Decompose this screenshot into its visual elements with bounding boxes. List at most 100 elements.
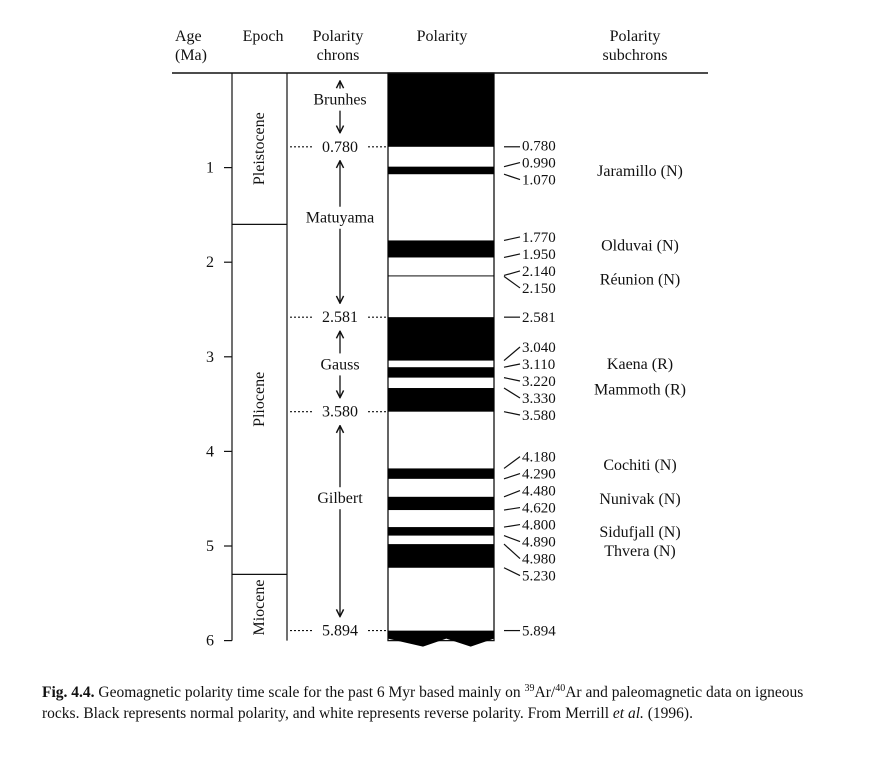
boundary-age-label: 4.290 bbox=[522, 467, 556, 483]
epoch-header: Epoch bbox=[232, 27, 294, 46]
boundary-age-label: 1.770 bbox=[522, 230, 556, 246]
boundary-tick bbox=[503, 567, 521, 577]
chrons-header-line2: chrons bbox=[316, 47, 360, 64]
chron-name-brunhes: Brunhes bbox=[313, 92, 366, 109]
subchron-name: Mammoth (R) bbox=[594, 382, 686, 399]
caption-superscript-39: 39 bbox=[524, 682, 535, 694]
age-tick-label: 5 bbox=[206, 538, 214, 555]
caption-text-1: Geomagnetic polarity time scale for the … bbox=[94, 684, 525, 701]
subchrons-header-line2: subchrons bbox=[602, 47, 668, 64]
normal-polarity-band bbox=[388, 544, 494, 568]
age-tick-label: 4 bbox=[206, 443, 214, 460]
polarity-header: Polarity bbox=[397, 27, 487, 46]
chrons-header-line1: Polarity bbox=[312, 28, 364, 45]
age-axis: 1 2 3 4 5 6 bbox=[206, 73, 233, 650]
subchron-name: Sidufjall (N) bbox=[599, 524, 680, 541]
figure-caption: Fig. 4.4. Geomagnetic polarity time scal… bbox=[42, 682, 842, 724]
boundary-age-label: 1.950 bbox=[522, 247, 556, 263]
chron-boundary-label: 2.581 bbox=[322, 309, 358, 326]
age-header: Age (Ma) bbox=[175, 27, 207, 65]
normal-polarity-band bbox=[388, 317, 494, 361]
caption-superscript-40: 40 bbox=[555, 682, 566, 694]
subchron-name: Olduvai (N) bbox=[601, 237, 679, 254]
normal-polarity-band bbox=[388, 73, 494, 147]
boundary-age-label: 0.780 bbox=[522, 139, 556, 155]
polarity-header-label: Polarity bbox=[416, 28, 468, 45]
boundary-tick bbox=[503, 270, 521, 277]
normal-polarity-band bbox=[388, 367, 494, 378]
boundary-tick bbox=[503, 456, 521, 469]
boundary-tick bbox=[503, 253, 521, 259]
chron-name-gilbert: Gilbert bbox=[317, 490, 363, 507]
normal-polarity-band bbox=[388, 166, 494, 175]
epoch-header-label: Epoch bbox=[242, 28, 284, 45]
chron-name-matuyama: Matuyama bbox=[306, 210, 374, 227]
boundary-age-label: 3.040 bbox=[522, 340, 556, 356]
normal-polarity-band bbox=[388, 527, 494, 536]
boundary-age-label: 0.990 bbox=[522, 156, 556, 172]
normal-polarity-band bbox=[388, 496, 494, 511]
polarity-diagram: 1 2 3 4 5 6 Pleistocene Pliocene Miocene 0.780 2… bbox=[172, 72, 708, 650]
boundary-tick bbox=[503, 473, 521, 480]
boundary-tick bbox=[503, 377, 521, 382]
boundary-age-label: 2.581 bbox=[522, 310, 556, 326]
boundary-age-label: 4.180 bbox=[522, 450, 556, 466]
boundary-tick bbox=[503, 275, 521, 289]
boundary-tick bbox=[503, 523, 521, 528]
boundary-tick bbox=[503, 387, 521, 399]
subchron-name: Kaena (R) bbox=[607, 356, 673, 373]
normal-polarity-band bbox=[388, 630, 494, 647]
epoch-label-miocene: Miocene bbox=[251, 579, 268, 635]
boundary-tick bbox=[503, 346, 521, 362]
chron-boundary-label: 5.894 bbox=[322, 623, 358, 640]
boundary-age-label: 4.620 bbox=[522, 501, 556, 517]
boundary-tick bbox=[503, 506, 521, 511]
chron-column: 0.780 2.581 3.580 5.894 Brunhes Matuyama Gauss… bbox=[290, 81, 386, 640]
subchron-name: Nunivak (N) bbox=[599, 491, 680, 508]
boundary-age-label: 4.890 bbox=[522, 535, 556, 551]
chron-boundary-label: 3.580 bbox=[322, 404, 358, 421]
boundary-tick bbox=[503, 543, 521, 560]
polarity-column bbox=[387, 72, 495, 647]
caption-label: Fig. 4.4. bbox=[42, 684, 95, 701]
age-header-line2: (Ma) bbox=[175, 47, 207, 64]
boundary-age-label: 4.800 bbox=[522, 518, 556, 534]
age-tick-label: 6 bbox=[206, 633, 214, 650]
boundary-tick bbox=[503, 411, 521, 416]
boundary-tick bbox=[503, 490, 521, 498]
chron-name-gauss: Gauss bbox=[320, 356, 359, 373]
age-tick-label: 3 bbox=[206, 349, 214, 366]
boundary-age-label: 1.070 bbox=[522, 173, 556, 189]
caption-text-4: (1996). bbox=[643, 705, 693, 722]
boundary-age-label: 3.110 bbox=[522, 357, 555, 373]
normal-polarity-band bbox=[388, 468, 494, 479]
boundary-tick bbox=[503, 535, 521, 543]
boundary-tick bbox=[503, 236, 521, 242]
subchron-name: Thvera (N) bbox=[604, 543, 676, 560]
boundary-age-label: 3.330 bbox=[522, 391, 556, 407]
epoch-column: Pleistocene Pliocene Miocene bbox=[232, 73, 288, 641]
subchron-name: Cochiti (N) bbox=[603, 457, 676, 474]
boundary-tick bbox=[503, 363, 521, 368]
boundary-age-label: 5.894 bbox=[522, 624, 556, 640]
boundary-age-label: 4.480 bbox=[522, 484, 556, 500]
boundary-tick bbox=[503, 173, 521, 181]
boundary-age-label: 3.220 bbox=[522, 374, 556, 390]
subchron-name: Réunion (N) bbox=[600, 271, 680, 288]
age-tick-label: 1 bbox=[206, 160, 214, 177]
normal-polarity-band bbox=[388, 275, 494, 277]
normal-polarity-band bbox=[388, 388, 494, 412]
boundary-age-label: 4.980 bbox=[522, 552, 556, 568]
age-tick-label: 2 bbox=[206, 254, 214, 271]
age-header-line1: Age bbox=[175, 28, 202, 45]
caption-text-2: Ar/ bbox=[534, 684, 556, 701]
chron-boundary-label: 0.780 bbox=[322, 139, 358, 156]
normal-polarity-band bbox=[388, 240, 494, 258]
boundary-tick bbox=[503, 161, 521, 168]
boundary-age-label: 5.230 bbox=[522, 569, 556, 585]
boundary-age-label: 2.140 bbox=[522, 264, 556, 280]
subchron-name: Jaramillo (N) bbox=[597, 163, 683, 180]
epoch-label-pleistocene: Pleistocene bbox=[251, 112, 268, 185]
subchrons-header-line1: Polarity bbox=[609, 28, 661, 45]
